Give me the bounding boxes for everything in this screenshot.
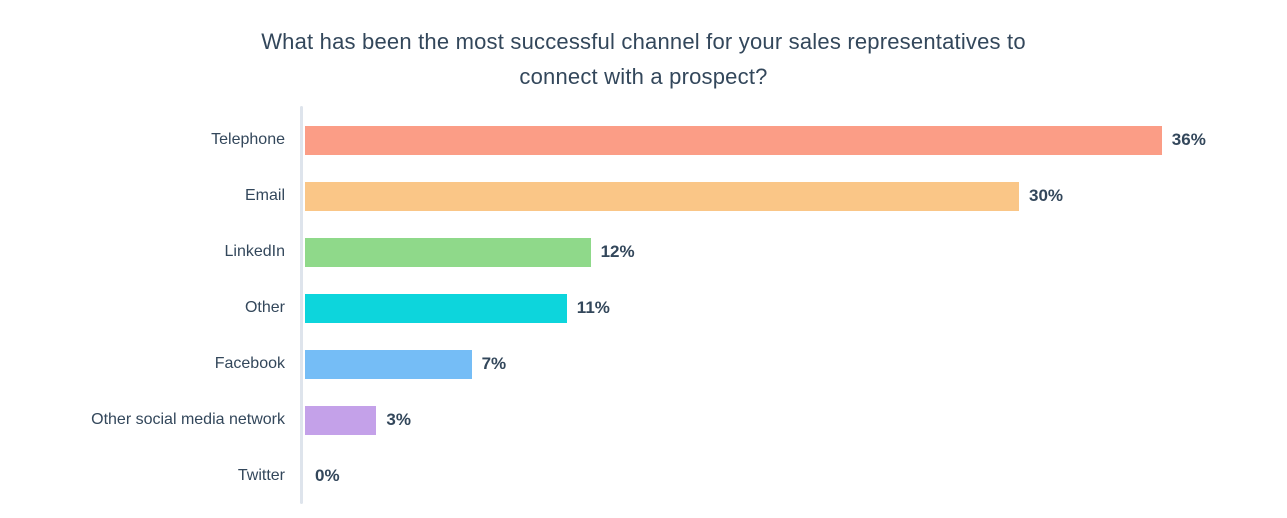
value-label: 3% [386, 410, 411, 429]
category-label: Telephone [211, 131, 285, 148]
category-label: Twitter [237, 467, 285, 484]
bar [305, 125, 1162, 155]
chart-row: Twitter 0% [0, 448, 1287, 504]
bar-track: 0% [300, 462, 1287, 491]
bar [305, 237, 591, 267]
category-label: LinkedIn [224, 243, 286, 260]
chart-title-line-2: connect with a prospect? [519, 64, 768, 89]
value-label: 7% [481, 354, 507, 373]
chart-row: LinkedIn 12% [0, 224, 1287, 280]
bar-track: 30% [300, 181, 1287, 211]
chart-row: Telephone 36% [0, 112, 1287, 168]
bar-track: 7% [300, 349, 1287, 379]
bar [305, 349, 472, 379]
bar-track: 3% [300, 405, 1287, 435]
chart-row: Other social media network 3% [0, 392, 1287, 448]
value-label: 0% [315, 466, 340, 485]
category-label: Email [244, 187, 285, 204]
category-label: Facebook [214, 355, 285, 372]
bar-track: 36% [300, 125, 1287, 155]
value-label: 30% [1029, 186, 1064, 205]
chart-rows: Telephone 36% Email 30% LinkedIn 12% Oth… [0, 106, 1287, 504]
value-label: 36% [1171, 130, 1206, 149]
chart-title-line-1: What has been the most successful channe… [261, 29, 1026, 54]
chart-row: Facebook 7% [0, 336, 1287, 392]
category-label: Other social media network [91, 411, 285, 428]
bar-track: 11% [300, 293, 1287, 323]
y-axis-line [300, 106, 303, 504]
chart-row: Email 30% [0, 168, 1287, 224]
chart-row: Other 11% [0, 280, 1287, 336]
bar [305, 181, 1019, 211]
bar-track: 12% [300, 237, 1287, 267]
value-label: 12% [600, 242, 635, 261]
bar [305, 405, 377, 435]
category-label: Other [244, 299, 285, 316]
bar [305, 293, 567, 323]
value-label: 11% [576, 298, 610, 317]
bar-chart: Telephone 36% Email 30% LinkedIn 12% Oth… [0, 106, 1287, 504]
chart-title: What has been the most successful channe… [0, 0, 1287, 94]
